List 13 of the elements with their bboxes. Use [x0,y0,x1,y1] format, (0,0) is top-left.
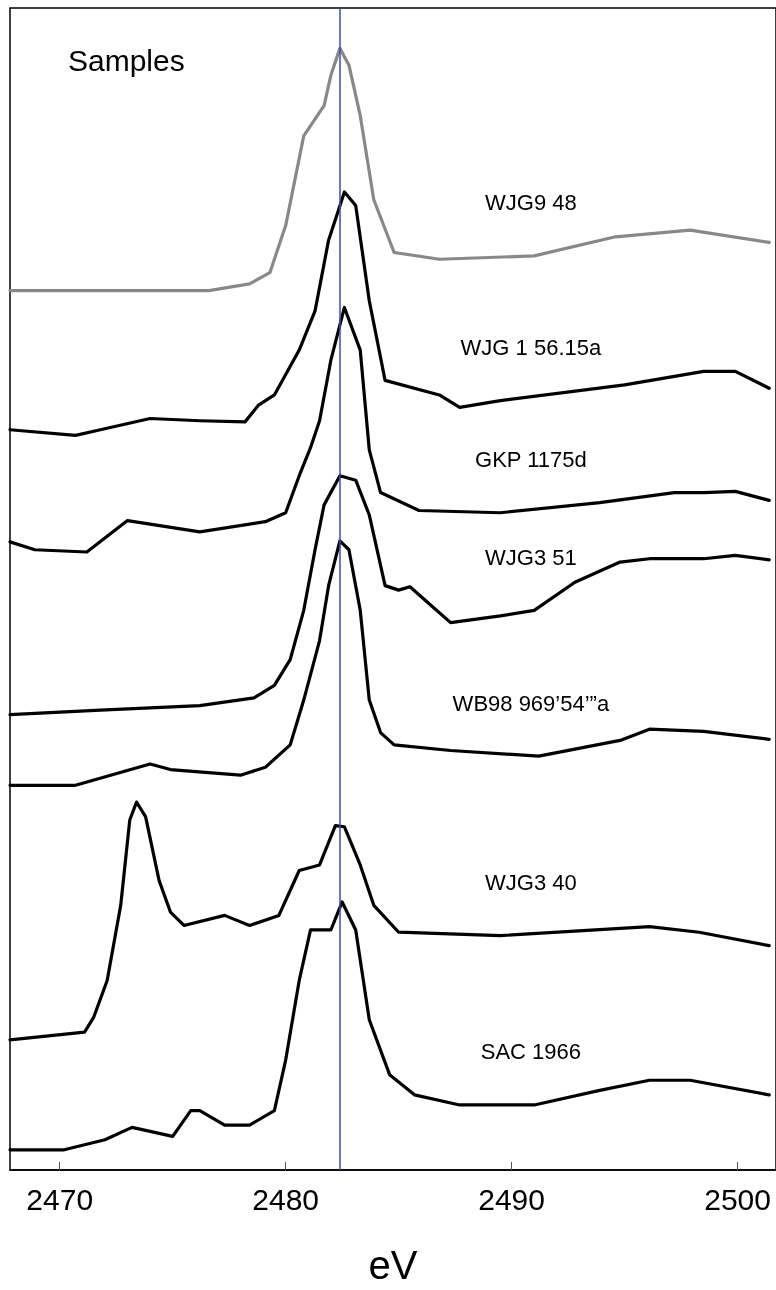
x-axis-title: eV [368,1243,418,1287]
annotation: Samples [68,43,185,77]
x-tick-label: 2470 [26,1182,94,1216]
series-label: WJG 1 56.15a [460,335,602,361]
series-label: GKP 1175d [475,447,587,473]
series-label: WB98 969’54’”a [452,690,610,716]
x-tick-label: 2490 [478,1182,545,1216]
series-label: WJG3 40 [485,870,577,896]
series-label: WJG3 51 [485,544,577,570]
series-label: WJG9 48 [485,190,577,216]
x-tick-label: 2480 [252,1182,320,1216]
series-label: SAC 1966 [480,1039,582,1065]
x-tick-label: 2500 [704,1182,771,1216]
